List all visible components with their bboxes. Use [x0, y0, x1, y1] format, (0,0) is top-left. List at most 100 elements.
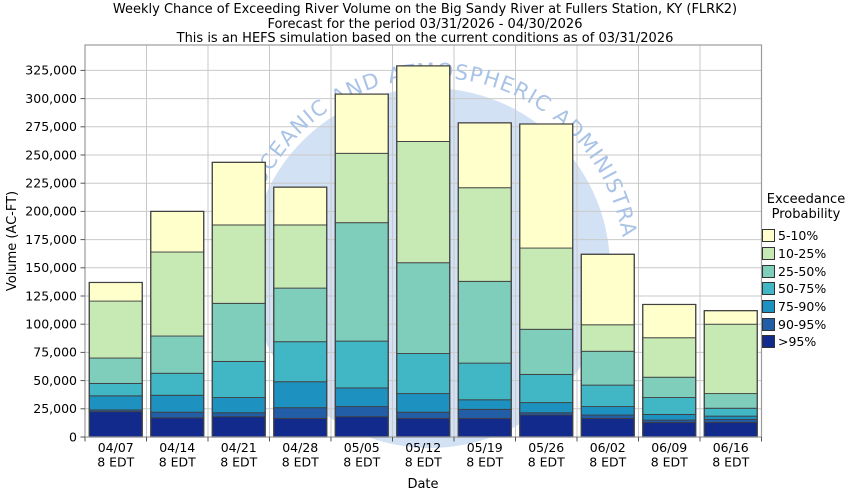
legend-item: 25-50%	[762, 262, 850, 280]
legend-swatch	[762, 317, 775, 331]
bar-segment	[457, 362, 512, 401]
bar-segment	[334, 222, 389, 342]
y-tick-labels: 0 25,000 50,000 75,000 100,000 125,000 150,000…	[25, 63, 77, 445]
y-tick-label: 0	[69, 429, 77, 444]
bar-segment	[703, 407, 758, 417]
y-axis-title: Volume (AC-FT)	[5, 191, 20, 291]
y-tick-label: 25,000	[33, 401, 77, 416]
legend-swatch	[762, 247, 775, 261]
legend-item: 90-95%	[762, 315, 850, 333]
legend-item-label: 10-25%	[778, 246, 827, 262]
bar-segment	[396, 65, 451, 142]
bar-segment	[519, 373, 574, 404]
x-tick-label-date: 05/26	[528, 440, 564, 455]
legend-item-label: 50-75%	[778, 281, 827, 297]
y-tick-label: 250,000	[25, 147, 77, 162]
legend-item: 50-75%	[762, 280, 850, 298]
bar-segment	[457, 122, 512, 189]
bar-group-04-07	[88, 281, 143, 438]
bar-segment	[457, 399, 512, 410]
plot-frame	[84, 44, 763, 438]
bar-segment	[580, 417, 635, 438]
bar-segment	[580, 324, 635, 352]
x-tick-label-time: 8 EDT	[282, 455, 319, 470]
bar-segment	[642, 304, 697, 339]
y-tick-label: 75,000	[33, 345, 77, 360]
x-axis-title: Date	[407, 477, 438, 492]
x-tick-label-date: 04/21	[221, 440, 257, 455]
bar-group-04-28	[273, 186, 328, 438]
bar-segment	[88, 411, 143, 438]
x-tick-label-date: 04/07	[98, 440, 134, 455]
bar-segment	[457, 408, 512, 419]
legend-swatch	[762, 335, 775, 349]
bar-segment	[396, 141, 451, 264]
x-tick-label-date: 05/12	[405, 440, 441, 455]
x-tick-label-time: 8 EDT	[466, 455, 503, 470]
bar-segment	[519, 414, 574, 438]
x-tick-label-time: 8 EDT	[220, 455, 257, 470]
legend: Exceedance Probability 5-10% 10-25% 25-50%…	[762, 192, 850, 351]
legend-item-label: >95%	[778, 334, 817, 350]
bar-segment	[396, 262, 451, 354]
bar-segment	[334, 340, 389, 389]
bar-segment	[150, 411, 205, 419]
bar-segment	[642, 397, 697, 415]
bar-segment	[273, 417, 328, 438]
y-tick-label: 50,000	[33, 373, 77, 388]
axis-ticks	[80, 69, 762, 442]
bar-group-06-09	[642, 303, 697, 438]
bar-segment	[88, 300, 143, 359]
bar-group-06-16	[703, 310, 758, 438]
bar-segment	[150, 372, 205, 396]
bar-segment	[519, 123, 574, 249]
bar-segment	[703, 421, 758, 438]
bar-segment	[642, 376, 697, 398]
bar-segment	[334, 93, 389, 154]
y-tick-label: 300,000	[25, 91, 77, 106]
bars-group	[88, 65, 758, 438]
chart-subtitle-period: Forecast for the period 03/31/2026 - 04/…	[267, 16, 583, 32]
bar-segment	[703, 323, 758, 395]
bar-segment	[211, 360, 266, 398]
bar-group-05-26	[519, 123, 574, 438]
legend-swatch	[762, 264, 775, 278]
bar-segment	[334, 406, 389, 418]
bar-segment	[703, 415, 758, 420]
bar-segment	[334, 416, 389, 438]
bar-segment	[273, 224, 328, 289]
bar-segment	[642, 413, 697, 421]
bar-group-05-12	[396, 65, 451, 438]
bar-group-06-02	[580, 253, 635, 438]
legend-item: >95%	[762, 333, 850, 351]
y-tick-label: 200,000	[25, 204, 77, 219]
y-tick-label: 100,000	[25, 317, 77, 332]
bar-segment	[580, 384, 635, 407]
bar-segment	[211, 224, 266, 304]
y-tick-label: 125,000	[25, 288, 77, 303]
legend-swatch	[762, 300, 775, 314]
bar-group-04-21	[211, 161, 266, 438]
bar-segment	[519, 247, 574, 330]
bar-segment	[150, 417, 205, 438]
x-tick-label-time: 8 EDT	[589, 455, 626, 470]
x-tick-label-date: 04/28	[282, 440, 318, 455]
bar-segment	[273, 341, 328, 383]
legend-swatch	[762, 229, 775, 243]
chart-title: Weekly Chance of Exceeding River Volume …	[112, 2, 738, 17]
bar-segment	[457, 280, 512, 364]
bar-segment	[273, 381, 328, 409]
legend-item-label: 75-90%	[778, 299, 827, 315]
legend-item: 5-10%	[762, 227, 850, 245]
x-tick-label-date: 05/05	[344, 440, 380, 455]
x-tick-label-time: 8 EDT	[159, 455, 196, 470]
legend-items: 5-10% 10-25% 25-50% 50-75% 75-90% 90-95% >95%	[762, 227, 850, 351]
bar-segment	[642, 421, 697, 438]
bar-segment	[211, 412, 266, 418]
bar-segment	[273, 186, 328, 226]
bar-segment	[211, 416, 266, 438]
bar-segment	[580, 406, 635, 416]
y-tick-label: 175,000	[25, 232, 77, 247]
